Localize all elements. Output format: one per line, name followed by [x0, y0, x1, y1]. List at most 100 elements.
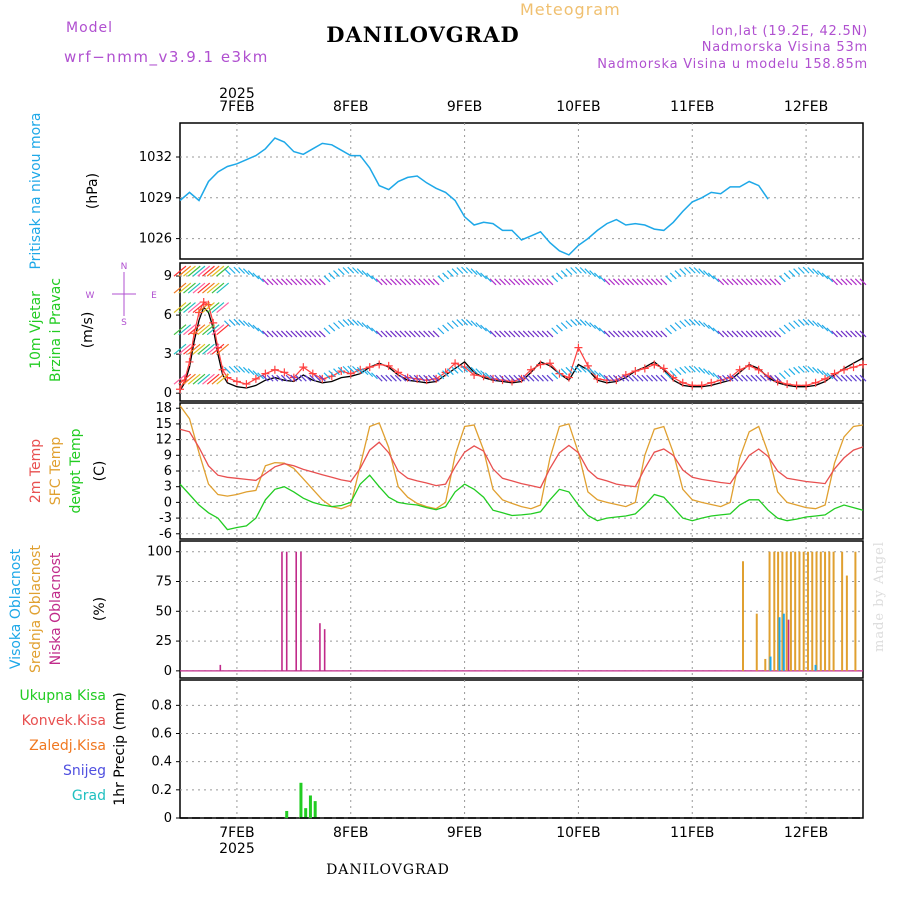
- wind-direction-arrow: [745, 374, 753, 382]
- wind-direction-arrow: [216, 373, 230, 385]
- wind-direction-arrow: [650, 330, 658, 338]
- wind-direction-arrow: [257, 275, 265, 283]
- wind-direction-arrow: [202, 302, 215, 314]
- wind-direction-arrow: [390, 374, 397, 382]
- wind-direction-arrow: [328, 324, 336, 332]
- wind-direction-arrow: [442, 370, 450, 378]
- wind-gust-marker: [176, 385, 184, 394]
- wind-direction-arrow: [698, 366, 706, 374]
- pressure-unit-label: (hPa): [85, 173, 101, 209]
- wind-direction-arrow: [342, 365, 350, 373]
- wind-direction-arrow: [797, 365, 805, 373]
- wind-direction-arrow: [228, 365, 236, 373]
- wind-direction-arrow: [390, 278, 397, 286]
- wind-direction-arrow: [361, 270, 369, 277]
- wind-gust-marker: [308, 369, 317, 378]
- wind-direction-arrow: [532, 374, 540, 382]
- mid-cloud-bar: [841, 551, 844, 671]
- wind-gust-marker: [394, 368, 403, 377]
- wind-direction-arrow: [574, 266, 582, 274]
- wind-gust-marker: [375, 360, 384, 369]
- wind-direction-arrow: [845, 374, 853, 382]
- sfc-temp-line: [179, 405, 864, 510]
- wind-direction-arrow: [211, 373, 225, 385]
- wind-direction-arrow: [854, 374, 862, 382]
- wind-direction-arrow: [271, 278, 279, 286]
- high-cloud-bar: [782, 613, 785, 671]
- top-date-label: 9FEB: [447, 99, 482, 115]
- wind-direction-arrow: [560, 322, 568, 330]
- wind-direction-arrow: [202, 265, 215, 277]
- wind-direction-arrow: [484, 327, 492, 335]
- wind-direction-arrow: [660, 374, 668, 382]
- wind-direction-arrow: [247, 270, 255, 277]
- pressure-line: [179, 137, 769, 256]
- wind-direction-arrow: [698, 320, 706, 328]
- wind-direction-arrow: [508, 374, 516, 382]
- wind-direction-arrow: [233, 318, 241, 326]
- wind-direction-arrow: [484, 372, 492, 380]
- sfc-axis-label: SFC Temp: [48, 437, 64, 506]
- wind-direction-arrow: [769, 330, 777, 338]
- total-precip-bar: [308, 795, 312, 818]
- wind-direction-arrow: [299, 330, 307, 338]
- wind-direction-arrow: [812, 320, 819, 328]
- y-tick-label-pressure: 1026: [139, 232, 172, 247]
- panel-frame-wind: [179, 262, 864, 402]
- wind-direction-arrow: [304, 278, 312, 286]
- wind-direction-arrow: [774, 278, 782, 286]
- wind-direction-arrow: [679, 320, 687, 328]
- mid-cloud-bar: [785, 551, 788, 671]
- wind-gust-line: [179, 301, 864, 390]
- wind-direction-arrow: [442, 324, 450, 332]
- wind-direction-arrow: [299, 374, 307, 382]
- wind-gust-marker: [185, 357, 194, 366]
- wind-direction-arrow: [603, 330, 611, 338]
- wind-direction-arrow: [366, 324, 374, 332]
- wind-direction-arrow: [211, 324, 225, 336]
- mid-cloud-bar: [811, 551, 814, 671]
- wind-direction-arrow: [617, 374, 625, 382]
- wind-direction-arrow: [314, 374, 321, 382]
- y-tick-label-temperature: -3: [159, 511, 172, 526]
- wind-direction-arrow: [684, 319, 691, 327]
- wind-direction-arrow: [290, 374, 298, 382]
- wind-direction-arrow: [731, 330, 739, 338]
- total-precip-bar: [299, 782, 303, 818]
- wind-direction-arrow: [816, 322, 824, 330]
- low-cloud-axis-label: Niska Oblacnost: [48, 552, 64, 665]
- wind-direction-arrow: [216, 282, 230, 294]
- panel-frame-clouds: [179, 540, 864, 679]
- wind-direction-arrow: [375, 374, 383, 382]
- wind-direction-arrow: [257, 372, 265, 380]
- wind-direction-arrow: [703, 368, 710, 376]
- wind-direction-arrow: [437, 275, 445, 283]
- wind-direction-arrow: [261, 278, 269, 286]
- wind-direction-arrow: [584, 268, 592, 276]
- wind-direction-arrow: [556, 324, 563, 332]
- y-tick-label-temperature: -6: [159, 527, 172, 542]
- wind-direction-arrow: [759, 374, 767, 382]
- wind-direction-arrow: [679, 366, 687, 374]
- wind-direction-arrow: [202, 373, 215, 385]
- wind-gust-marker: [707, 378, 716, 387]
- wind-direction-arrow: [821, 324, 829, 332]
- wind-direction-arrow: [783, 370, 791, 378]
- wind-gust-marker: [802, 381, 811, 390]
- wind-gust-marker: [199, 298, 208, 307]
- meteogram-label: Meteogram: [520, 0, 621, 19]
- wind-direction-arrow: [197, 373, 211, 385]
- wind-direction-arrow: [347, 318, 355, 326]
- wind-direction-arrow: [192, 343, 206, 355]
- wind-gust-marker: [650, 360, 659, 369]
- wind-direction-arrow: [612, 330, 620, 338]
- wind-direction-arrow: [375, 330, 383, 338]
- wind-gust-marker: [735, 365, 744, 374]
- wind-direction-arrow: [745, 278, 753, 286]
- wind-direction-arrow: [261, 374, 269, 382]
- wind-direction-arrow: [173, 302, 187, 314]
- wind-direction-arrow: [546, 330, 554, 338]
- wind-direction-arrow: [295, 278, 303, 286]
- wind-direction-arrow: [224, 268, 231, 276]
- wind-direction-arrow: [622, 330, 630, 338]
